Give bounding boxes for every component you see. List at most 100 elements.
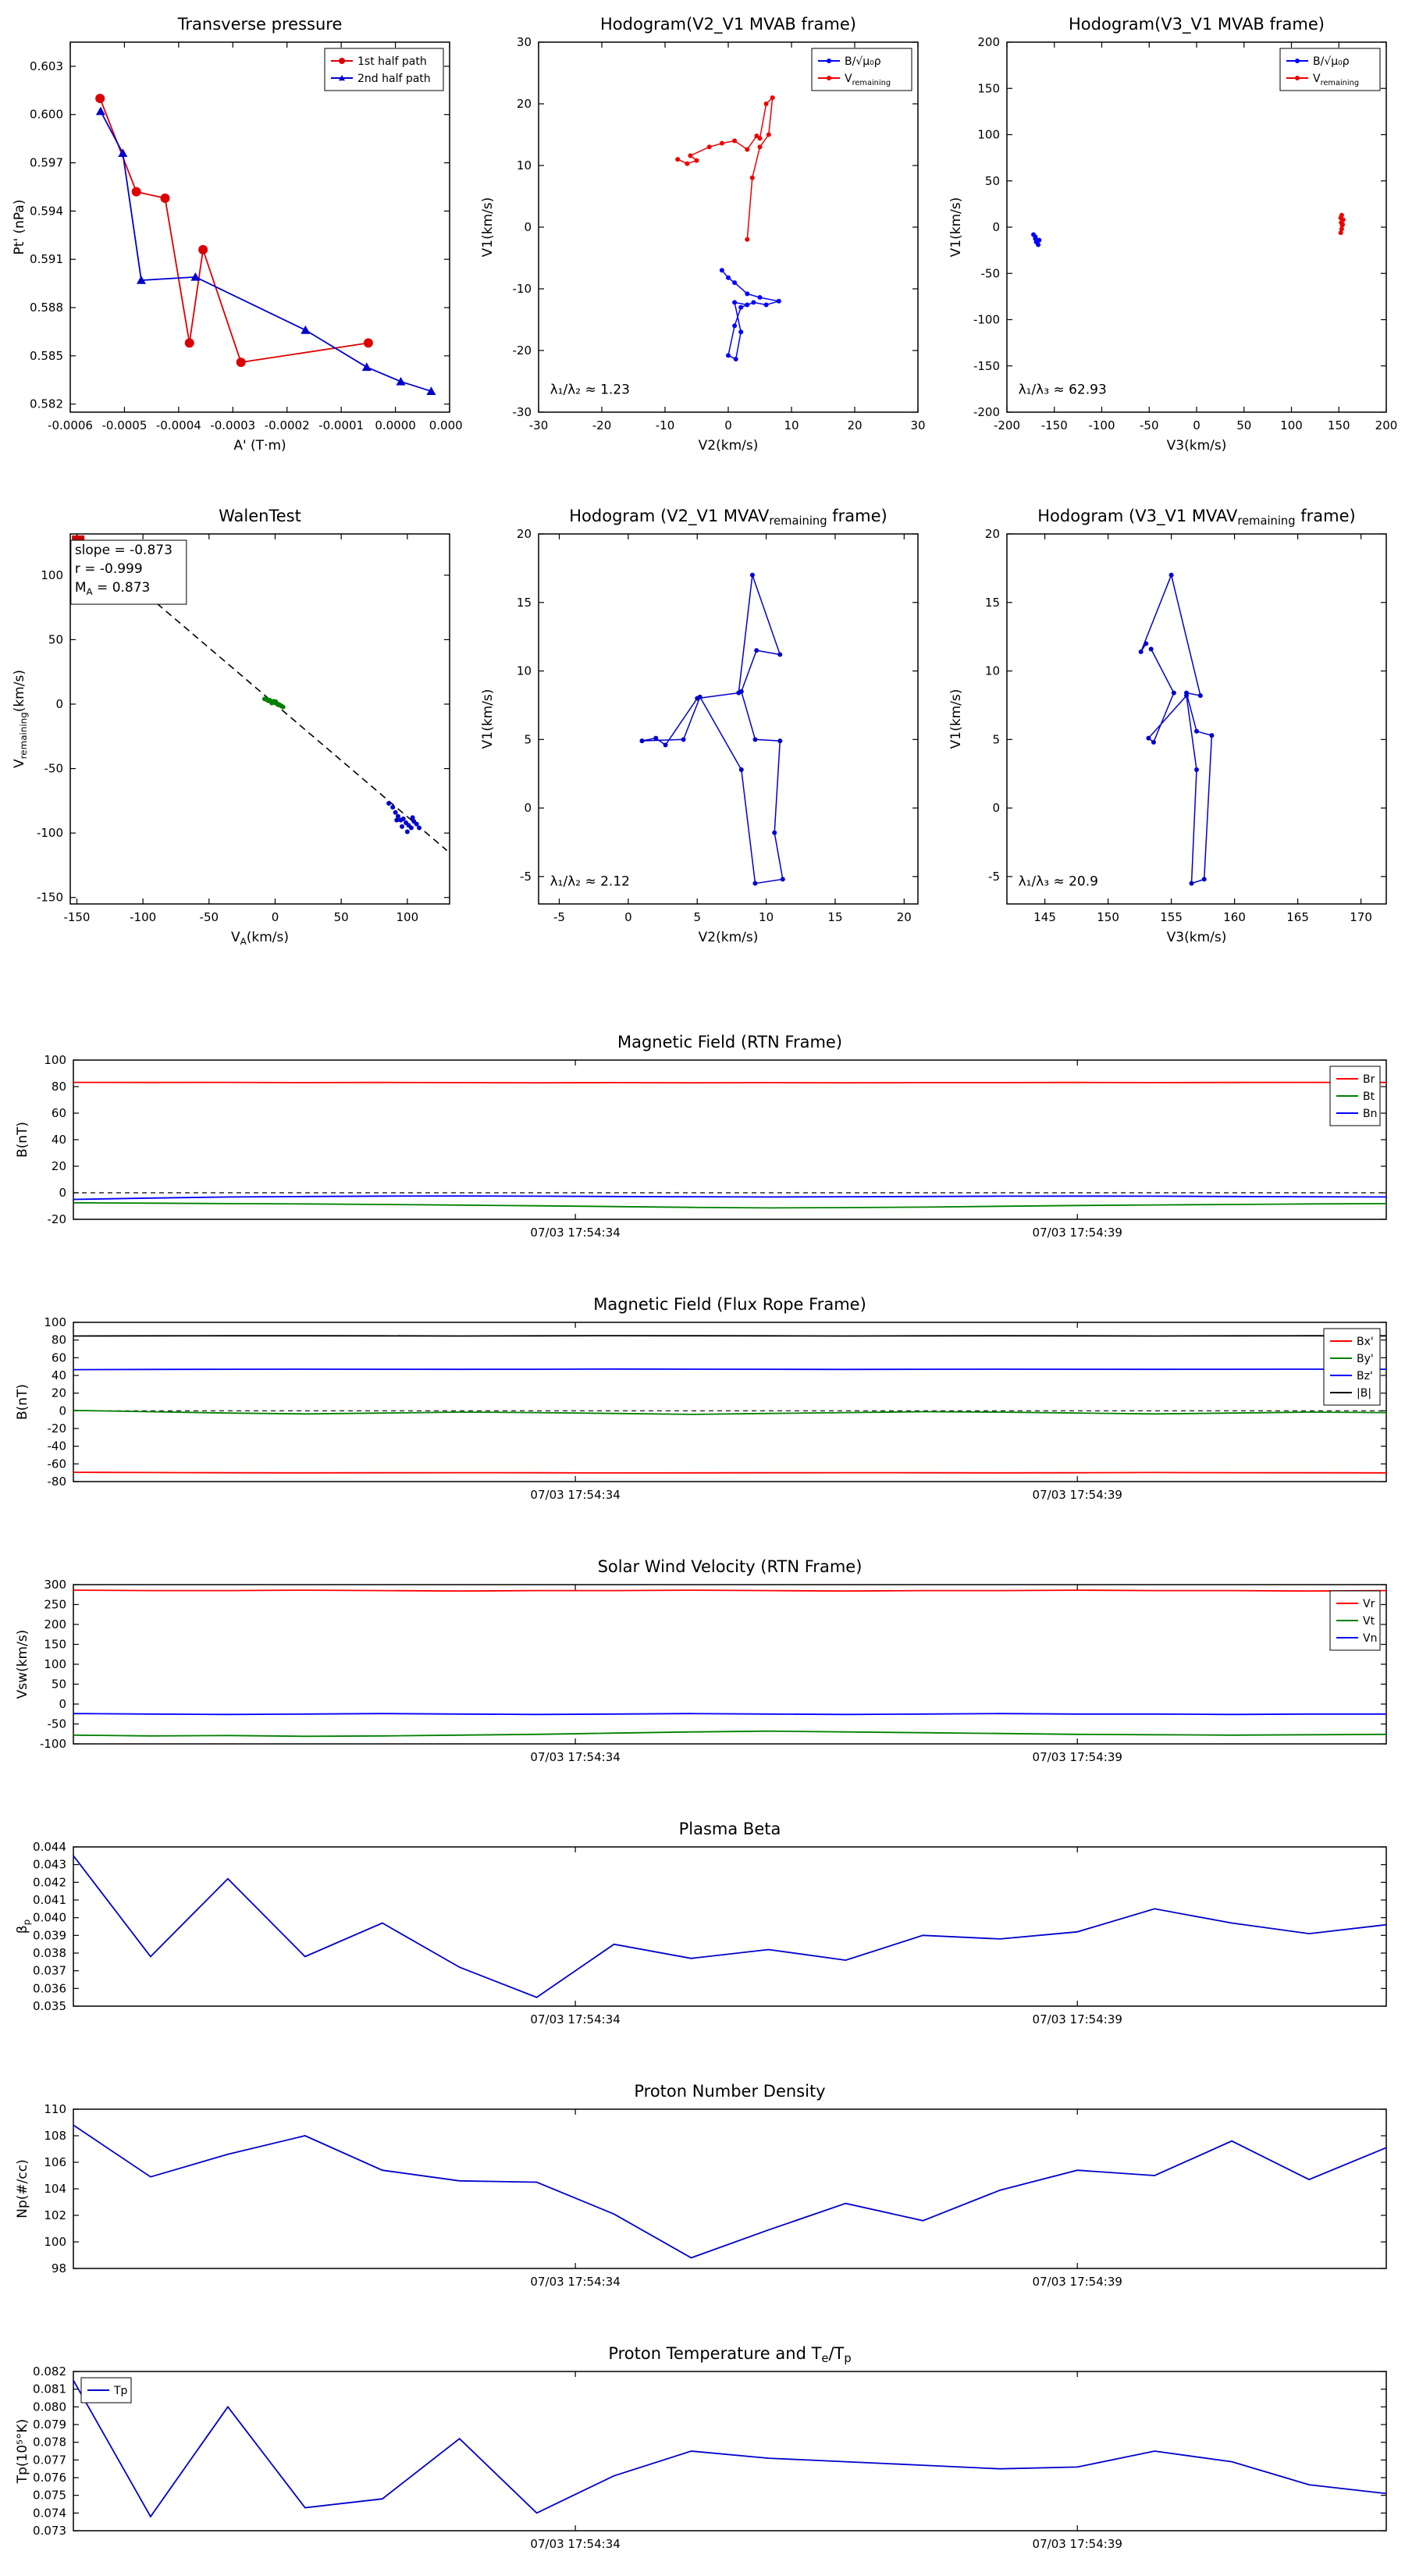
svg-text:20: 20 xyxy=(52,1159,66,1173)
svg-text:0.044: 0.044 xyxy=(33,1840,66,1854)
svg-text:07/03 17:54:39: 07/03 17:54:39 xyxy=(1033,2275,1122,2289)
svg-text:0.582: 0.582 xyxy=(30,397,63,411)
chart-mag-rtn: 07/03 17:54:34 07/03 17:54:39 -20 0 20 40 60 80… xyxy=(6,1029,1399,1255)
svg-text:07/03 17:54:39: 07/03 17:54:39 xyxy=(1033,1226,1122,1240)
svg-text:Proton Temperature and Te/Tp: Proton Temperature and Te/Tp xyxy=(608,2344,851,2365)
svg-text:-20: -20 xyxy=(48,1421,67,1436)
svg-text:Np(#/cc): Np(#/cc) xyxy=(15,2159,30,2218)
svg-text:50: 50 xyxy=(1236,418,1251,432)
svg-text:100: 100 xyxy=(977,128,1000,142)
svg-text:0.042: 0.042 xyxy=(33,1875,66,1889)
svg-text:15: 15 xyxy=(985,596,1000,610)
svg-text:07/03 17:54:34: 07/03 17:54:34 xyxy=(530,1488,620,1502)
svg-text:170: 170 xyxy=(1350,910,1372,924)
svg-text:-100: -100 xyxy=(130,910,156,924)
svg-text:0.0001: 0.0001 xyxy=(429,418,462,432)
svg-text:50: 50 xyxy=(985,174,1000,188)
svg-text:slope = -0.873: slope = -0.873 xyxy=(75,543,173,558)
svg-text:80: 80 xyxy=(52,1080,66,1094)
svg-text:-0.0003: -0.0003 xyxy=(210,418,255,432)
svg-text:-20: -20 xyxy=(592,418,612,432)
svg-text:r = -0.999: r = -0.999 xyxy=(75,561,143,577)
svg-text:100: 100 xyxy=(1280,418,1303,432)
svg-text:V2(km/s): V2(km/s) xyxy=(699,438,759,454)
svg-text:10: 10 xyxy=(517,158,532,173)
svg-text:-30: -30 xyxy=(513,405,532,419)
svg-text:0.041: 0.041 xyxy=(33,1893,66,1907)
svg-text:Hodogram(V3_V1 MVAB frame): Hodogram(V3_V1 MVAB frame) xyxy=(1069,15,1325,34)
svg-text:-50: -50 xyxy=(981,266,1001,280)
svg-text:0.080: 0.080 xyxy=(33,2400,66,2414)
svg-text:60: 60 xyxy=(52,1106,66,1120)
svg-text:98: 98 xyxy=(52,2261,66,2275)
svg-text:-0.0002: -0.0002 xyxy=(265,418,310,432)
svg-text:Vremaining: Vremaining xyxy=(1313,73,1359,87)
svg-text:07/03 17:54:34: 07/03 17:54:34 xyxy=(530,2537,620,2551)
svg-text:-100: -100 xyxy=(37,826,63,840)
svg-text:0: 0 xyxy=(992,801,1000,815)
svg-text:0.082: 0.082 xyxy=(33,2364,66,2379)
svg-text:100: 100 xyxy=(44,2235,66,2249)
svg-text:-20: -20 xyxy=(48,1212,67,1226)
svg-text:V1(km/s): V1(km/s) xyxy=(948,197,964,258)
svg-text:07/03 17:54:34: 07/03 17:54:34 xyxy=(530,2012,620,2026)
svg-text:Vremaining: Vremaining xyxy=(845,73,891,87)
svg-text:20: 20 xyxy=(897,910,912,924)
svg-text:Solar Wind Velocity (RTN Frame: Solar Wind Velocity (RTN Frame) xyxy=(598,1557,863,1576)
svg-text:110: 110 xyxy=(44,2102,66,2116)
svg-text:0.079: 0.079 xyxy=(33,2418,66,2432)
svg-text:Bx': Bx' xyxy=(1357,1336,1374,1348)
svg-text:15: 15 xyxy=(827,910,842,924)
svg-text:104: 104 xyxy=(44,2182,66,2196)
svg-text:50: 50 xyxy=(48,632,63,646)
svg-text:10: 10 xyxy=(517,664,532,678)
svg-text:-150: -150 xyxy=(1041,418,1068,432)
chart-plasma-beta: 07/03 17:54:34 07/03 17:54:39 0.035 0.036 0.… xyxy=(6,1816,1399,2042)
svg-text:200: 200 xyxy=(1375,418,1398,432)
svg-text:Proton Number Density: Proton Number Density xyxy=(634,2082,825,2101)
svg-text:0: 0 xyxy=(992,220,1000,234)
svg-text:Magnetic Field (Flux Rope Fram: Magnetic Field (Flux Rope Frame) xyxy=(593,1295,866,1314)
svg-text:Vt: Vt xyxy=(1363,1615,1375,1628)
svg-text:20: 20 xyxy=(847,418,862,432)
svg-text:0.035: 0.035 xyxy=(33,1999,66,2013)
svg-text:Plasma Beta: Plasma Beta xyxy=(679,1820,781,1838)
svg-text:5: 5 xyxy=(524,732,532,746)
svg-text:V1(km/s): V1(km/s) xyxy=(948,689,964,749)
svg-text:Br: Br xyxy=(1363,1073,1375,1086)
svg-text:0: 0 xyxy=(55,697,63,711)
svg-text:30: 30 xyxy=(910,418,925,432)
svg-text:By': By' xyxy=(1357,1353,1374,1365)
svg-text:0.081: 0.081 xyxy=(33,2382,66,2396)
svg-text:30: 30 xyxy=(517,35,532,49)
svg-text:-30: -30 xyxy=(529,418,549,432)
svg-text:20: 20 xyxy=(517,527,532,541)
svg-text:-200: -200 xyxy=(973,405,1000,419)
svg-text:Hodogram(V2_V1 MVAB frame): Hodogram(V2_V1 MVAB frame) xyxy=(600,15,856,34)
svg-text:0.040: 0.040 xyxy=(33,1911,66,1925)
svg-text:λ₁/λ₃ ≈ 62.93: λ₁/λ₃ ≈ 62.93 xyxy=(1019,382,1107,397)
svg-text:07/03 17:54:39: 07/03 17:54:39 xyxy=(1033,1750,1122,1764)
svg-text:60: 60 xyxy=(52,1350,66,1364)
svg-text:250: 250 xyxy=(44,1598,66,1612)
svg-text:100: 100 xyxy=(41,568,63,582)
chart-hodogram-v2v1-mvab: -30 -20 -10 0 10 20 30 -30 -20 -10 0 10 20 30 Hodogram… xyxy=(475,8,930,459)
chart-proton-temp: 07/03 17:54:34 07/03 17:54:39 0.073 0.074 0.… xyxy=(6,2340,1399,2567)
svg-text:50: 50 xyxy=(334,910,349,924)
svg-text:Vn: Vn xyxy=(1363,1632,1377,1645)
svg-text:-10: -10 xyxy=(513,282,532,296)
svg-text:-150: -150 xyxy=(63,910,90,924)
svg-text:0: 0 xyxy=(624,910,632,924)
svg-text:0: 0 xyxy=(724,418,732,432)
svg-text:102: 102 xyxy=(44,2208,66,2222)
svg-text:Vremaining(km/s): Vremaining(km/s) xyxy=(12,670,29,768)
svg-text:Tp: Tp xyxy=(113,2385,128,2397)
svg-text:B(nT): B(nT) xyxy=(15,1122,30,1158)
svg-text:200: 200 xyxy=(977,35,1000,49)
svg-text:150: 150 xyxy=(1328,418,1350,432)
svg-text:07/03 17:54:39: 07/03 17:54:39 xyxy=(1033,2012,1122,2026)
svg-text:-80: -80 xyxy=(48,1475,67,1489)
svg-text:155: 155 xyxy=(1160,910,1183,924)
chart-row-2: -150 -100 -50 0 50 100 -150 -100 -50 0 50 100 WalenT… xyxy=(0,500,1405,951)
svg-text:07/03 17:54:39: 07/03 17:54:39 xyxy=(1033,2537,1122,2551)
